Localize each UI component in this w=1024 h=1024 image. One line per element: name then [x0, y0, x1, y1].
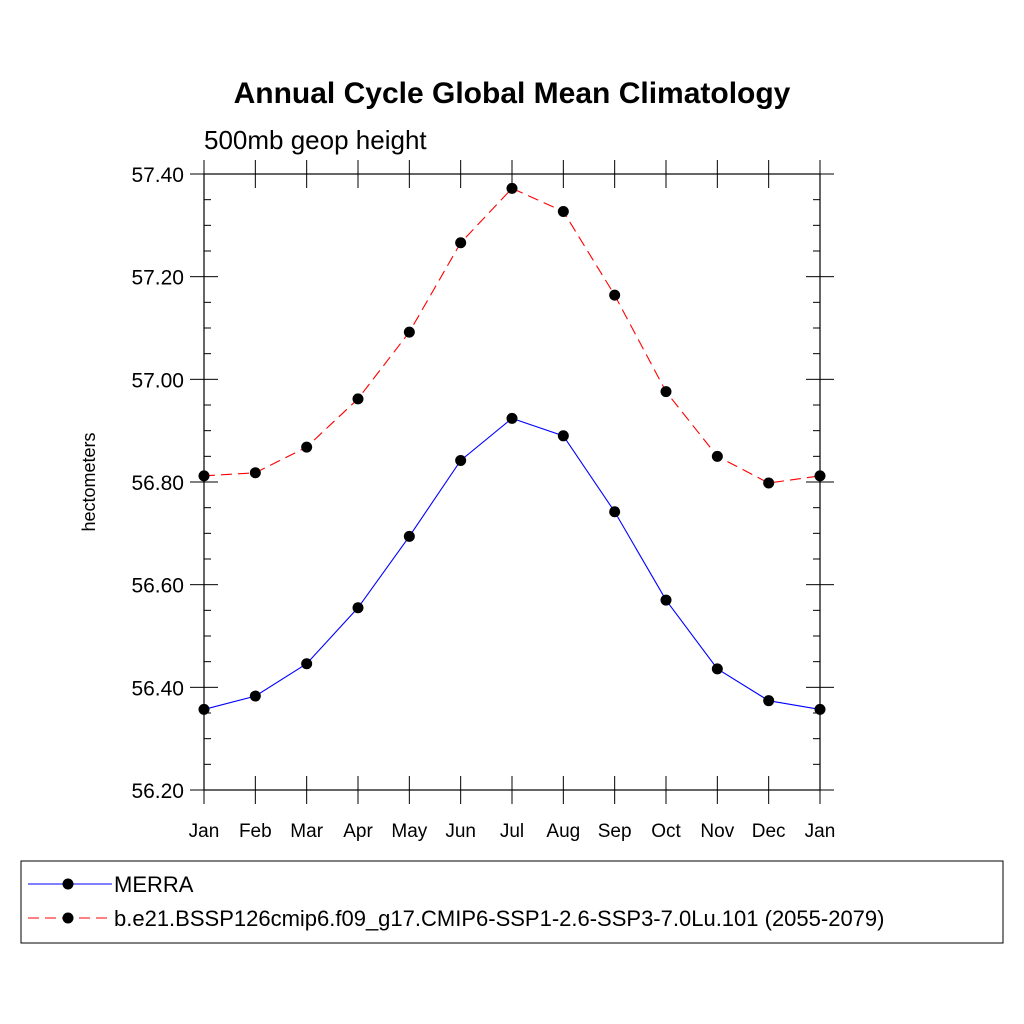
y-axis: 56.20 56.40 56.60 56.80 57.00 57.20 57.40	[131, 164, 834, 803]
data-point	[403, 326, 415, 338]
data-point	[352, 602, 364, 614]
data-point	[609, 289, 621, 301]
data-point	[301, 658, 313, 670]
data-point	[352, 393, 364, 405]
data-point	[557, 430, 569, 442]
x-tick-label: Apr	[343, 821, 373, 842]
data-point	[506, 182, 518, 194]
x-tick-label: Jul	[500, 821, 524, 842]
x-tick-label: Oct	[651, 821, 681, 842]
series-line	[203, 187, 821, 484]
y-tick-label: 56.20	[131, 780, 184, 803]
y-tick-label: 57.40	[131, 164, 184, 187]
chart-title: Annual Cycle Global Mean Climatology	[234, 77, 791, 110]
series-layer	[198, 182, 826, 715]
data-point	[455, 237, 467, 249]
x-tick-label: Feb	[239, 821, 272, 842]
data-point	[660, 594, 672, 606]
x-tick-label: Jan	[805, 821, 836, 842]
data-point	[711, 450, 723, 462]
y-tick-label: 56.60	[131, 575, 184, 598]
data-point	[660, 386, 672, 398]
legend-box	[20, 860, 1004, 944]
data-point	[609, 506, 621, 518]
x-tick-label: Aug	[546, 821, 580, 842]
data-point	[506, 412, 518, 424]
y-tick-label: 57.20	[131, 267, 184, 290]
x-tick-label: Mar	[290, 821, 323, 842]
data-point	[557, 205, 569, 217]
x-tick-label: Sep	[598, 821, 632, 842]
legend: MERRA b.e21.BSSP126cmip6.f09_g17.CMIP6-S…	[20, 860, 1004, 944]
x-tick-label: Jan	[189, 821, 220, 842]
y-tick-label: 57.00	[131, 369, 184, 392]
x-tick-label: May	[391, 821, 427, 842]
x-tick-label: Nov	[700, 821, 734, 842]
legend-label-merra: MERRA	[114, 872, 194, 897]
data-point	[814, 470, 826, 482]
series-1	[198, 182, 826, 489]
series-0	[198, 412, 826, 715]
y-tick-label: 56.40	[131, 677, 184, 700]
data-point	[455, 454, 467, 466]
data-point	[763, 695, 775, 707]
data-point	[249, 690, 261, 702]
legend-marker-merra	[62, 878, 74, 890]
data-point	[198, 470, 210, 482]
data-point	[814, 703, 826, 715]
data-point	[711, 663, 723, 675]
plot-frame	[203, 173, 821, 791]
y-tick-label: 56.80	[131, 472, 184, 495]
plot-border	[203, 173, 821, 791]
data-point	[403, 530, 415, 542]
data-point	[763, 477, 775, 489]
x-tick-label: Dec	[752, 821, 786, 842]
x-axis: Jan Feb Mar Apr May Jun Jul Aug Sep Oct Nov Dec Jan	[189, 160, 836, 842]
chart-subtitle: 500mb geop height	[204, 125, 427, 155]
legend-marker-cesm	[62, 912, 74, 924]
y-axis-label: hectometers	[79, 432, 99, 531]
data-point	[301, 441, 313, 453]
data-point	[249, 467, 261, 479]
legend-label-cesm: b.e21.BSSP126cmip6.f09_g17.CMIP6-SSP1-2.…	[114, 906, 884, 931]
x-tick-label: Jun	[445, 821, 476, 842]
data-point	[198, 703, 210, 715]
